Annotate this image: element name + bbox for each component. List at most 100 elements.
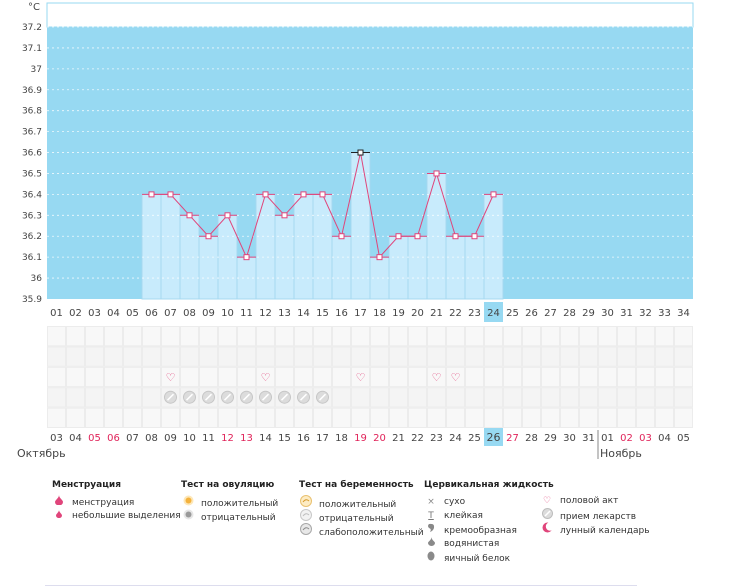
y-tick-label: 36.3 [22, 211, 42, 221]
cycle-day-label: 10 [221, 308, 234, 319]
grid-cell [313, 326, 332, 347]
y-tick-label: 36.1 [22, 253, 42, 263]
cycle-day-label: 13 [278, 308, 291, 319]
grid-cell [389, 387, 408, 408]
temp-point [167, 191, 174, 198]
today-cycle-highlight [484, 302, 503, 322]
grid-cell [256, 407, 275, 429]
legend-menstruation-item: менструация [52, 495, 181, 509]
grid-cell [142, 326, 161, 347]
temp-point [224, 212, 231, 219]
grid-cell [427, 387, 446, 408]
grid-cell [408, 387, 427, 408]
grid-cell [85, 387, 104, 408]
temp-bar [255, 193, 276, 300]
grid-cell [180, 326, 199, 347]
calendar-date-label: 09 [164, 433, 177, 444]
grid-cell [313, 346, 332, 367]
moon-icon [540, 522, 554, 538]
grid-cell [237, 326, 256, 347]
heart-icon: ♡ [542, 496, 552, 506]
calendar-date-label: 27 [506, 433, 519, 444]
ovulation-positive-icon [181, 495, 195, 511]
grid-cell [180, 346, 199, 367]
grid-cell [427, 407, 446, 429]
grid-cell [541, 346, 560, 367]
legend-ovulation-negative-item: отрицательный [181, 509, 278, 523]
grid-cell [446, 387, 465, 408]
grid-cell [655, 346, 674, 367]
temp-point [414, 233, 421, 240]
grid-cell [237, 366, 256, 388]
legend-pregnancy-negative-item: отрицательный [299, 509, 424, 524]
cycle-day-label: 27 [544, 308, 557, 319]
grid-cell [85, 366, 104, 388]
grid-cell [484, 366, 503, 388]
calendar-date-label: 18 [335, 433, 348, 444]
grid-cell [465, 366, 484, 388]
cycle-day-label: 24 [487, 308, 500, 319]
temp-bar [407, 235, 428, 300]
grid-cell [579, 387, 598, 408]
grid-cell [370, 366, 389, 388]
y-tick-label: 36.8 [22, 107, 42, 117]
grid-cell [332, 387, 351, 408]
calendar-date-label: 16 [297, 433, 310, 444]
grid-cell [484, 326, 503, 347]
grid-cell [218, 346, 237, 367]
grid-cell [446, 346, 465, 367]
temp-bar [141, 193, 162, 300]
grid-cell [655, 326, 674, 347]
legend-fluid-watery-item: водянистая [424, 537, 554, 551]
grid-cell [218, 326, 237, 347]
cycle-day-label: 32 [639, 308, 652, 319]
legend-fluid-title: Цервикальная жидкость [424, 480, 554, 490]
grid-cell [655, 366, 674, 388]
grid-cell [446, 407, 465, 429]
grid-cell [427, 326, 446, 347]
grid-cell [674, 326, 693, 347]
grid-cell [161, 346, 180, 367]
pill-icon-stripe [318, 393, 327, 401]
cycle-day-label: 30 [601, 308, 614, 319]
grid-cell [332, 366, 351, 388]
cycle-day-label: 21 [430, 308, 443, 319]
calendar-date-label: 23 [430, 433, 443, 444]
grid-cell [47, 326, 66, 347]
cycle-day-label: 01 [50, 308, 63, 319]
legend-fluid-eggwhite-label: яичный белок [444, 554, 511, 564]
grid-cell [541, 326, 560, 347]
temp-point [376, 254, 383, 261]
temp-point [319, 191, 326, 198]
legend-menstruation-label: менструация [72, 498, 135, 508]
grid-cell [465, 346, 484, 367]
grid-cell [180, 366, 199, 388]
calendar-date-label: 26 [487, 431, 501, 444]
grid-cell [465, 387, 484, 408]
legend-intercourse-item: ♡ половой акт [540, 494, 650, 508]
grid-cell [237, 346, 256, 367]
y-tick-label: 36.9 [22, 86, 42, 96]
pill-icon-stripe [280, 393, 289, 401]
grid-cell [47, 366, 66, 388]
cycle-day-label: 33 [658, 308, 671, 319]
legend-spotting-label: небольшие выделения [72, 511, 181, 521]
legend-fluid-dry-label: сухо [444, 497, 466, 507]
grid-cell [408, 366, 427, 388]
calendar-date-label: 19 [354, 433, 367, 444]
grid-cell [579, 346, 598, 367]
grid-cell [503, 366, 522, 388]
grid-cell [218, 366, 237, 388]
egg-white-icon [424, 551, 438, 566]
legend-pregnancy-positive-item: положительный [299, 495, 424, 512]
grid-cell [484, 346, 503, 367]
legend-fluid-dry-item: × сухо [424, 495, 554, 509]
legend-medication-label: прием лекарств [560, 512, 637, 522]
pregnancy-positive-icon [299, 495, 313, 512]
temp-point [490, 191, 497, 198]
drop-small-icon [52, 509, 66, 523]
temp-bar [160, 193, 181, 300]
grid-cell [522, 346, 541, 367]
cycle-day-label: 22 [449, 308, 462, 319]
grid-cell [446, 326, 465, 347]
